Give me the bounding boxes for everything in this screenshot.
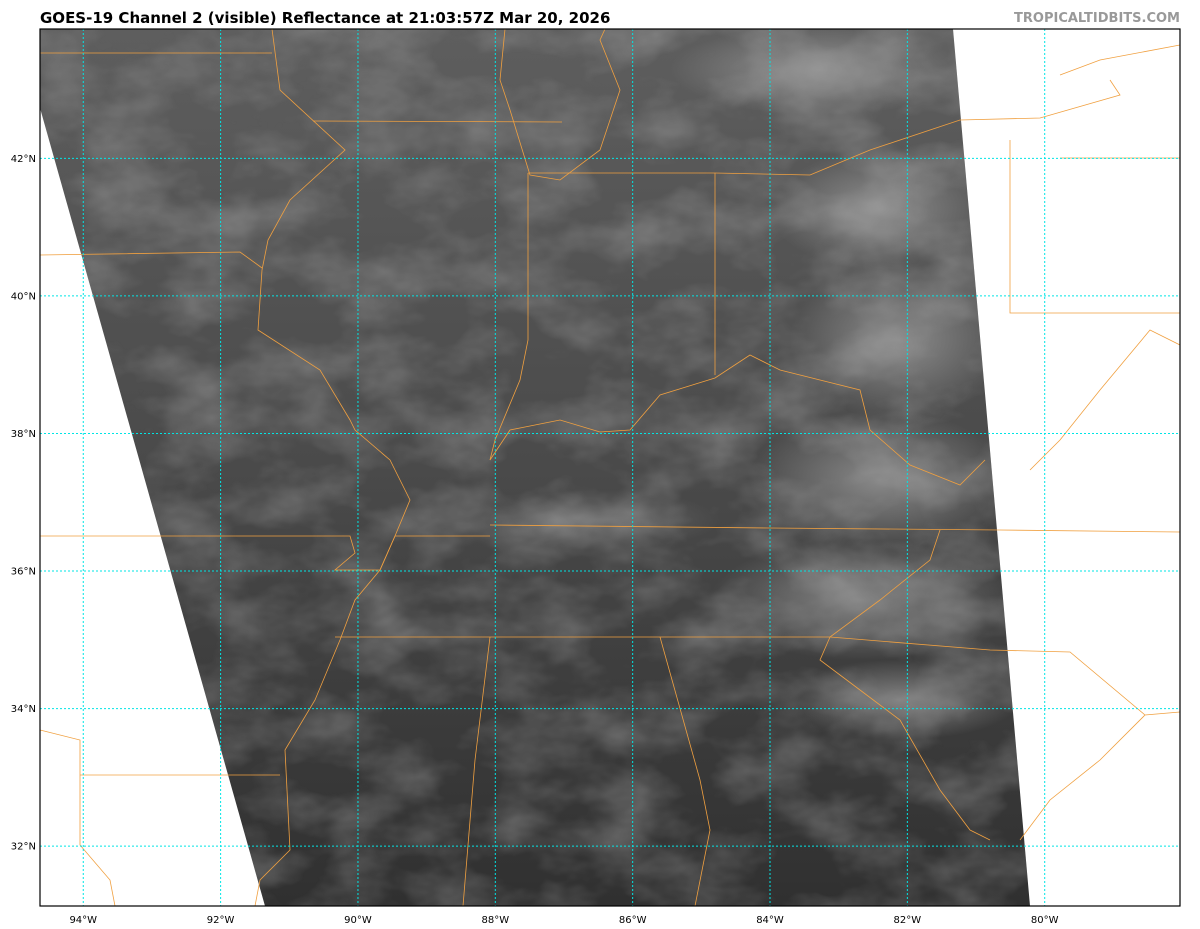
political-borders [40, 29, 1180, 906]
tennessee-nc-border [829, 529, 941, 638]
longitude-label: 82°W [894, 915, 922, 926]
tennessee-kentucky-border [489, 524, 1180, 533]
map-frame [39, 28, 1181, 907]
longitude-label: 84°W [756, 915, 784, 926]
missouri-arkansas-border [40, 535, 490, 571]
iowa-missouri-border [40, 251, 263, 269]
atlantic-coast [1019, 711, 1180, 841]
mississippi-river [254, 29, 411, 906]
lake-ontario-shore [1059, 44, 1180, 76]
longitude-label: 94°W [69, 915, 97, 926]
lake-michigan-shore [499, 29, 621, 181]
longitude-label: 92°W [207, 915, 235, 926]
map-title: GOES-19 Channel 2 (visible) Reflectance … [40, 9, 611, 27]
alabama-mississippi-border [462, 636, 491, 906]
ohio-river [489, 354, 986, 486]
latitude-label: 34°N [11, 704, 36, 715]
wisconsin-illinois-border [312, 120, 563, 123]
latitude-label: 36°N [11, 567, 36, 578]
graticule [40, 29, 1180, 906]
longitude-label: 90°W [344, 915, 372, 926]
indiana-illinois-border [489, 173, 529, 461]
longitude-label: 80°W [1031, 915, 1059, 926]
satellite-swath [40, 29, 1030, 906]
georgia-sc-border [819, 636, 991, 841]
virginia-coast [1029, 329, 1180, 471]
longitude-label: 86°W [619, 915, 647, 926]
watermark: TROPICALTIDBITS.COM [1014, 11, 1180, 26]
latitude-label: 32°N [11, 842, 36, 853]
latitude-label: 38°N [11, 429, 36, 440]
longitude-labels: 94°W 92°W 90°W 88°W 86°W 84°W 82°W 80°W [69, 915, 1058, 926]
pennsylvania-border [1009, 140, 1180, 314]
nc-sc-border [829, 636, 1146, 716]
lake-erie-shore [809, 79, 1121, 176]
latitude-labels: 42°N 40°N 38°N 36°N 34°N 32°N [11, 154, 36, 853]
latitude-label: 40°N [11, 291, 36, 302]
longitude-label: 88°W [482, 915, 510, 926]
texas-border [40, 729, 116, 906]
latitude-label: 42°N [11, 154, 36, 165]
